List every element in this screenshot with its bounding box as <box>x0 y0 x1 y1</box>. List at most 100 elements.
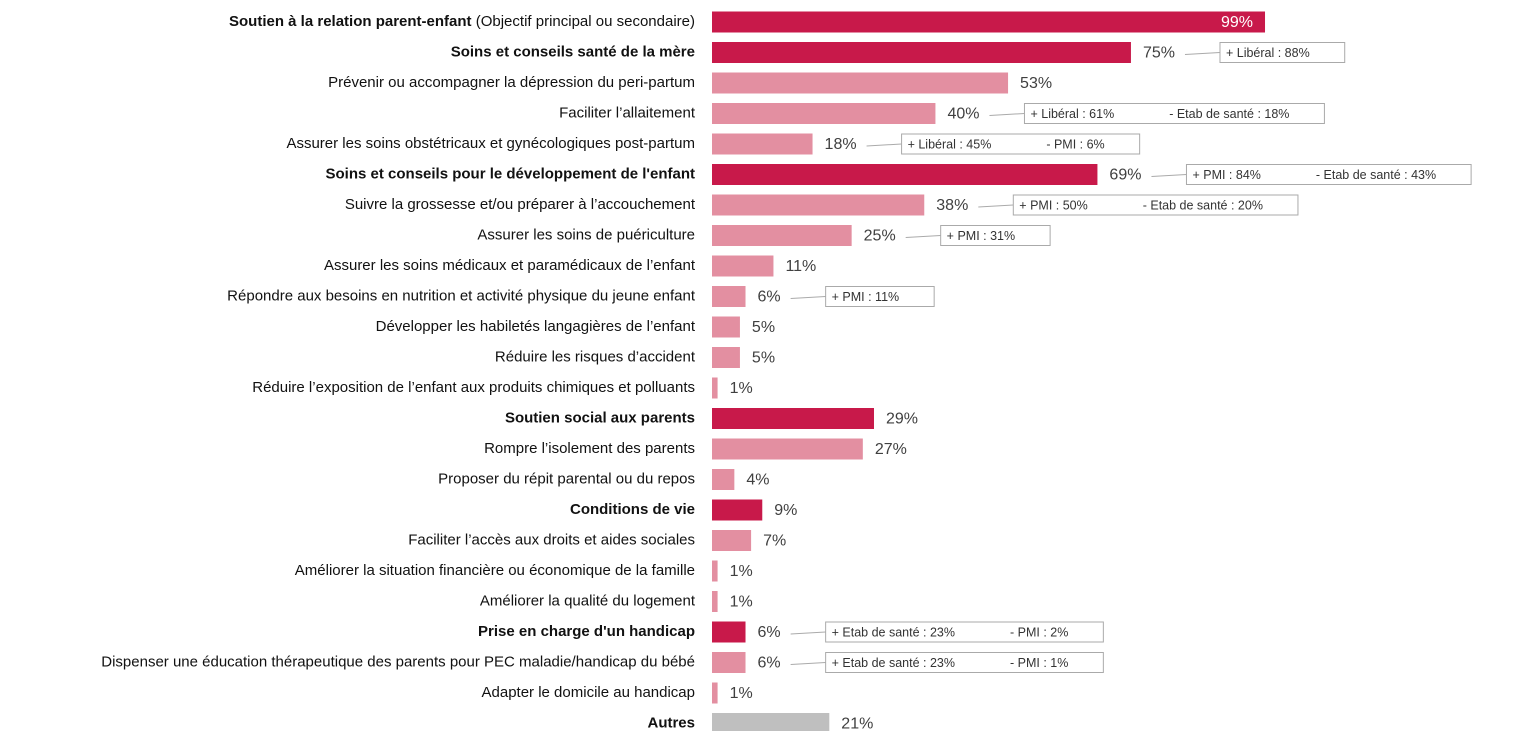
bar <box>712 652 746 673</box>
annotation-text: - PMI : 6% <box>1046 137 1104 151</box>
category-text: Soutien à la relation parent-enfant <box>229 13 472 30</box>
bar <box>712 255 774 277</box>
connector <box>1184 52 1221 55</box>
category-text: Proposer du répit parental ou du repos <box>438 470 695 487</box>
category-label: Soutien social aux parents <box>505 409 695 426</box>
bar <box>712 499 763 521</box>
category-text: Améliorer la situation financière ou éco… <box>295 562 695 579</box>
category-text: Développer les habiletés langagières de … <box>376 318 696 335</box>
category-text: Améliorer la qualité du logement <box>480 592 696 609</box>
category-label: Soins et conseils santé de la mère <box>451 43 695 60</box>
annotation-box <box>825 621 1104 643</box>
value-label: 69% <box>1109 167 1141 184</box>
annotation-box <box>940 225 1051 246</box>
value-label: 4% <box>746 472 769 489</box>
value-label: 11% <box>785 258 816 275</box>
category-label: Autres <box>647 714 695 731</box>
category-label: Conditions de vie <box>570 501 695 518</box>
bar <box>712 347 740 368</box>
category-label: Prise en charge d'un handicap <box>478 623 695 640</box>
value-label: 6% <box>758 624 781 641</box>
value-label: 5% <box>752 350 775 367</box>
annotation-text: - Etab de santé : 43% <box>1316 168 1436 182</box>
value-label: 53% <box>1020 75 1052 92</box>
category-label: Rompre l’isolement des parents <box>484 440 695 457</box>
category-label: Suivre la grossesse et/ou préparer à l’a… <box>345 196 696 213</box>
bar <box>712 469 735 490</box>
category-text: Réduire l’exposition de l’enfant aux pro… <box>252 379 695 396</box>
bar <box>712 72 1009 94</box>
category-text: Faciliter l’accès aux droits et aides so… <box>408 531 695 548</box>
annotation-box <box>1023 103 1325 124</box>
annotation-text: + Libéral : 45% <box>908 137 992 151</box>
category-label: Assurer les soins de puériculture <box>477 226 695 243</box>
value-label: 18% <box>825 136 857 153</box>
category-label: Améliorer la qualité du logement <box>480 592 696 609</box>
category-label: Soutien à la relation parent-enfant (Obj… <box>229 13 695 30</box>
bar <box>712 530 752 551</box>
category-text: Dispenser une éducation thérapeutique de… <box>101 653 695 670</box>
value-label: 75% <box>1143 45 1175 62</box>
value-label: 1% <box>730 563 753 580</box>
category-label: Réduire les risques d’accident <box>495 348 696 365</box>
category-label: Faciliter l’accès aux droits et aides so… <box>408 531 695 548</box>
value-label: 1% <box>730 594 753 611</box>
annotation-box <box>1185 164 1472 185</box>
value-label: 27% <box>875 441 907 458</box>
category-text: Conditions de vie <box>570 501 695 518</box>
value-label: 29% <box>886 411 918 428</box>
bar <box>712 164 1098 185</box>
connector <box>989 113 1025 116</box>
category-text: Réduire les risques d’accident <box>495 348 696 365</box>
connector <box>790 662 826 665</box>
value-label: 9% <box>774 502 797 519</box>
annotation-box <box>1012 194 1299 216</box>
category-label: Dispenser une éducation thérapeutique de… <box>101 653 695 670</box>
bar <box>712 225 852 246</box>
annotation-box <box>1219 42 1346 63</box>
category-text: Adapter le domicile au handicap <box>482 684 695 701</box>
connector <box>866 143 902 147</box>
value-label: 40% <box>947 106 979 123</box>
connector <box>1151 174 1187 177</box>
value-label: 1% <box>730 380 753 397</box>
annotation-text: + Libéral : 88% <box>1226 46 1310 60</box>
category-text: Soins et conseils pour le développement … <box>326 165 695 182</box>
connector <box>978 204 1014 208</box>
value-label: 1% <box>730 685 753 702</box>
category-text: Assurer les soins de puériculture <box>477 226 695 243</box>
category-text: Faciliter l’allaitement <box>559 104 696 121</box>
bar <box>712 194 925 216</box>
connector <box>790 631 826 635</box>
annotation-text: - PMI : 2% <box>1010 625 1068 639</box>
value-label: 21% <box>841 716 873 731</box>
category-text: Rompre l’isolement des parents <box>484 440 695 457</box>
annotation-text: - PMI : 1% <box>1010 656 1068 670</box>
category-text: Prise en charge d'un handicap <box>478 623 695 640</box>
category-text: Prévenir ou accompagner la dépression du… <box>328 74 695 91</box>
value-label: 99% <box>1221 14 1253 31</box>
category-text: Répondre aux besoins en nutrition et act… <box>227 287 696 304</box>
annotation-text: - Etab de santé : 20% <box>1143 198 1263 212</box>
annotation-text: - Etab de santé : 18% <box>1169 107 1289 121</box>
bar <box>712 591 718 612</box>
connector <box>790 296 826 299</box>
category-label: Répondre aux besoins en nutrition et act… <box>227 287 696 304</box>
category-label: Adapter le domicile au handicap <box>482 684 695 701</box>
category-text: Assurer les soins médicaux et paramédica… <box>324 257 696 274</box>
bar <box>712 438 863 460</box>
category-label: Améliorer la situation financière ou éco… <box>295 562 695 579</box>
annotation-box <box>825 652 1104 673</box>
bar <box>712 103 936 124</box>
category-text: Assurer les soins obstétricaux et gynéco… <box>286 135 695 152</box>
category-label: Proposer du répit parental ou du repos <box>438 470 695 487</box>
category-label: Prévenir ou accompagner la dépression du… <box>328 74 695 91</box>
annotation-text: + PMI : 31% <box>947 229 1015 243</box>
category-label: Réduire l’exposition de l’enfant aux pro… <box>252 379 695 396</box>
bar <box>712 621 746 643</box>
bar <box>712 286 746 307</box>
bar <box>712 408 874 429</box>
category-text: Soutien social aux parents <box>505 409 695 426</box>
bar <box>712 560 718 582</box>
